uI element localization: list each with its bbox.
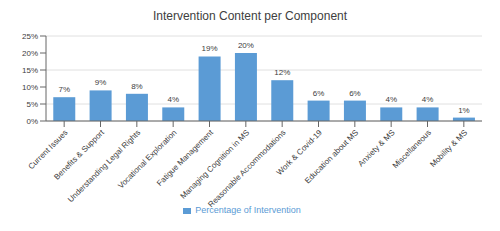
svg-text:20%: 20% xyxy=(22,49,38,58)
svg-text:Understanding Legal Rights: Understanding Legal Rights xyxy=(66,128,142,204)
svg-text:Miscellaneous: Miscellaneous xyxy=(391,128,433,170)
svg-text:9%: 9% xyxy=(95,78,107,87)
svg-text:Education about MS: Education about MS xyxy=(303,128,360,185)
svg-text:8%: 8% xyxy=(131,82,143,91)
svg-text:Anxiety & MS: Anxiety & MS xyxy=(356,128,396,168)
svg-text:19%: 19% xyxy=(202,44,218,53)
svg-text:5%: 5% xyxy=(26,100,38,109)
svg-text:25%: 25% xyxy=(22,32,38,41)
svg-text:4%: 4% xyxy=(422,95,434,104)
svg-text:6%: 6% xyxy=(349,89,361,98)
svg-text:4%: 4% xyxy=(167,95,179,104)
svg-text:6%: 6% xyxy=(313,89,325,98)
svg-text:Managing Cognition in MS: Managing Cognition in MS xyxy=(179,128,252,201)
svg-text:15%: 15% xyxy=(22,66,38,75)
svg-text:Mobility & MS: Mobility & MS xyxy=(428,128,469,169)
svg-text:Vocational Exploration: Vocational Exploration xyxy=(116,128,178,190)
svg-text:7%: 7% xyxy=(58,85,70,94)
svg-text:20%: 20% xyxy=(238,41,254,50)
svg-text:1%: 1% xyxy=(458,106,470,115)
svg-text:0%: 0% xyxy=(26,117,38,126)
svg-text:Reasonable Accommodations: Reasonable Accommodations xyxy=(206,128,287,209)
svg-text:10%: 10% xyxy=(22,83,38,92)
svg-text:4%: 4% xyxy=(385,95,397,104)
svg-text:12%: 12% xyxy=(274,68,290,77)
